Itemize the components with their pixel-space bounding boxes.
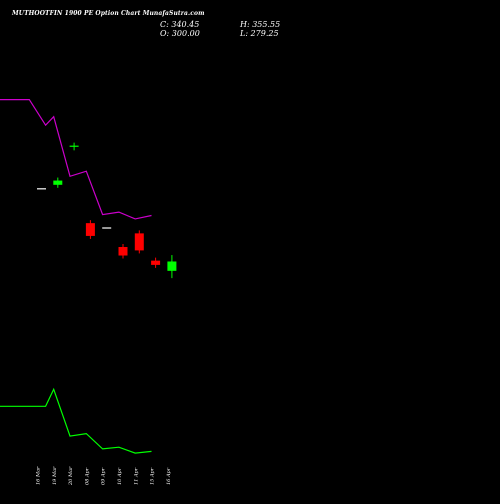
- candle-body: [102, 227, 112, 229]
- candle-body: [167, 261, 177, 271]
- open-value: O: 300.00: [160, 29, 200, 38]
- series-line-1: [0, 387, 152, 454]
- x-tick-label: 15 Apr: [150, 467, 156, 485]
- candle-2: [53, 177, 63, 188]
- candle-6: [118, 244, 128, 259]
- candle-body: [118, 247, 128, 256]
- close-value: C: 340.45: [160, 20, 200, 29]
- candle-body: [151, 260, 161, 265]
- x-tick-label: 10 Apr: [117, 467, 123, 485]
- low-value: L: 279.25: [240, 29, 279, 38]
- x-tick-label: 20 Mar: [68, 466, 74, 486]
- candle-body: [37, 188, 46, 190]
- series-line-2: [0, 98, 152, 220]
- x-tick-label: 16 Mar: [36, 466, 42, 485]
- candle-body: [69, 145, 79, 147]
- x-tick-label: 09 Apr: [101, 467, 107, 485]
- candle-8: [151, 257, 161, 268]
- chart-title: MUTHOOTFIN 1900 PE Option Chart MunafaSu…: [12, 10, 205, 17]
- candle-9: [167, 255, 177, 279]
- candle-body: [53, 180, 63, 185]
- candle-body: [134, 233, 144, 251]
- candle-7: [134, 230, 144, 254]
- candle-3: [69, 142, 79, 151]
- high-value: H: 355.55: [240, 20, 281, 29]
- candle-body: [85, 223, 95, 236]
- candle-5: [102, 227, 112, 229]
- x-tick-label: 11 Apr: [133, 467, 139, 485]
- x-tick-label: 19 Mar: [52, 466, 58, 485]
- x-tick-label: 16 Apr: [166, 467, 172, 485]
- candle-1: [37, 188, 46, 190]
- x-tick-label: 08 Apr: [84, 467, 90, 485]
- candle-4: [85, 220, 95, 239]
